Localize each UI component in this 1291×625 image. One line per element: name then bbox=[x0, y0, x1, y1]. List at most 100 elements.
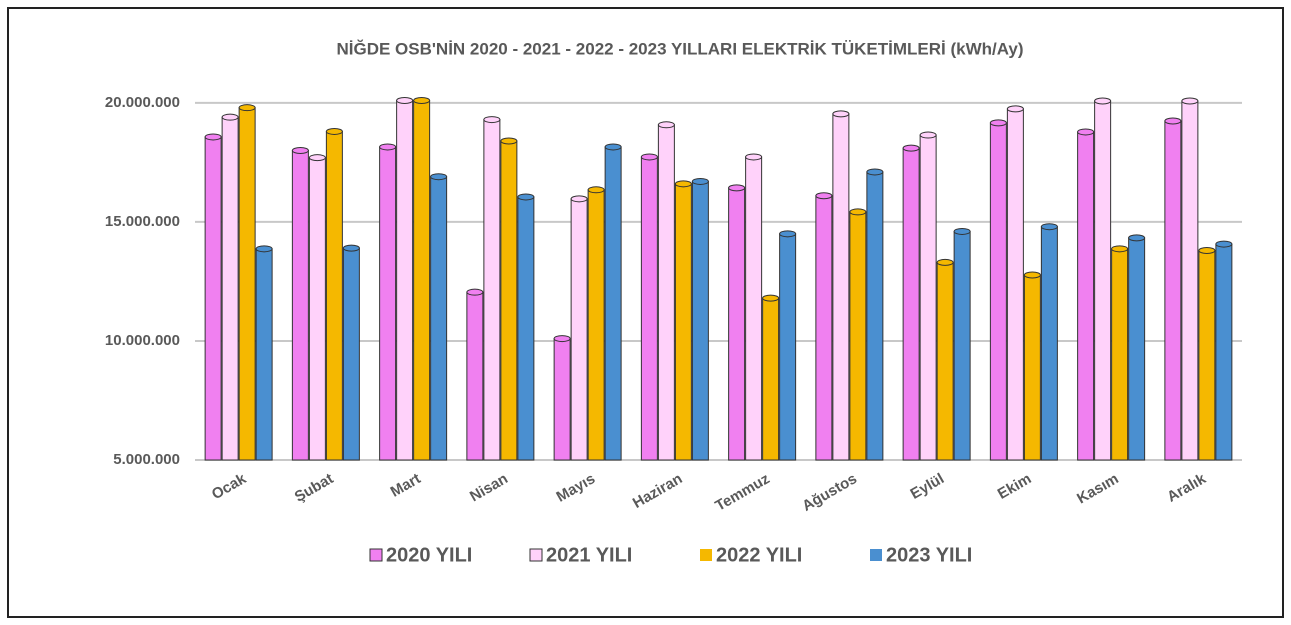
bar-top bbox=[517, 193, 535, 201]
bar bbox=[483, 119, 501, 461]
bar bbox=[379, 146, 397, 461]
bar bbox=[779, 233, 797, 461]
bar bbox=[1023, 274, 1041, 461]
bar-top bbox=[745, 153, 763, 161]
bar bbox=[1215, 243, 1233, 461]
bar bbox=[570, 198, 588, 461]
bar-top bbox=[728, 184, 746, 192]
bar-top bbox=[674, 180, 692, 188]
y-tick-label: 10.000.000 bbox=[105, 332, 180, 349]
bar bbox=[430, 176, 448, 461]
bar-top bbox=[221, 113, 239, 121]
bar-top bbox=[902, 144, 920, 152]
bar-top bbox=[1128, 234, 1146, 242]
bar bbox=[1128, 237, 1146, 461]
bar-top bbox=[255, 245, 273, 253]
bar bbox=[1164, 120, 1182, 461]
bar bbox=[291, 150, 309, 461]
bar bbox=[919, 134, 937, 461]
bar-top bbox=[238, 104, 256, 112]
bar bbox=[989, 122, 1007, 461]
legend-label: 2022 YILI bbox=[716, 544, 802, 566]
bar-top bbox=[587, 186, 605, 194]
bar-top bbox=[691, 177, 709, 185]
bar-top bbox=[1040, 223, 1058, 231]
bar bbox=[238, 107, 256, 461]
bar bbox=[674, 183, 692, 461]
bar bbox=[1111, 248, 1129, 461]
legend-swatch bbox=[369, 548, 383, 562]
bar-top bbox=[919, 131, 937, 139]
bar-top bbox=[936, 258, 954, 266]
bar-top bbox=[1215, 240, 1233, 248]
bar-top bbox=[342, 244, 360, 252]
legend-label: 2023 YILI bbox=[886, 544, 972, 566]
bar bbox=[849, 211, 867, 461]
bar-top bbox=[553, 335, 571, 343]
bar bbox=[396, 100, 414, 461]
bar-top bbox=[657, 121, 675, 129]
legend-swatch bbox=[700, 549, 712, 561]
bar-top bbox=[1006, 105, 1024, 113]
legend-label: 2021 YILI bbox=[546, 544, 632, 566]
bar-top bbox=[953, 227, 971, 235]
bar-top bbox=[500, 137, 518, 145]
bar bbox=[413, 100, 431, 461]
bar-top bbox=[483, 116, 501, 124]
bar-top bbox=[379, 143, 397, 151]
bar bbox=[832, 113, 850, 461]
bar bbox=[936, 261, 954, 461]
bar bbox=[1181, 100, 1199, 461]
bar bbox=[953, 230, 971, 461]
bar bbox=[587, 189, 605, 461]
bar-top bbox=[1164, 117, 1182, 125]
bar-top bbox=[866, 168, 884, 176]
y-tick-label: 5.000.000 bbox=[113, 451, 180, 468]
bar-top bbox=[779, 230, 797, 238]
bar-top bbox=[604, 143, 622, 151]
bar bbox=[553, 338, 571, 461]
bar bbox=[604, 146, 622, 461]
bar-top bbox=[396, 97, 414, 105]
bar-top bbox=[1111, 245, 1129, 253]
bar bbox=[204, 136, 222, 461]
bar bbox=[728, 187, 746, 461]
bar bbox=[517, 196, 535, 461]
bar-top bbox=[413, 97, 431, 105]
bar-top bbox=[1077, 128, 1095, 136]
chart-title: NİĞDE OSB'NİN 2020 - 2021 - 2022 - 2023 … bbox=[336, 39, 1023, 58]
bar bbox=[762, 297, 780, 461]
bar-top bbox=[1198, 247, 1216, 255]
bar-top bbox=[640, 153, 658, 161]
bar bbox=[815, 195, 833, 461]
bar bbox=[342, 247, 360, 461]
bar-top bbox=[308, 154, 326, 162]
bar bbox=[255, 248, 273, 461]
bar bbox=[466, 291, 484, 461]
y-tick-label: 20.000.000 bbox=[105, 94, 180, 111]
bar bbox=[325, 130, 343, 461]
bar bbox=[902, 147, 920, 461]
legend-label: 2020 YILI bbox=[386, 544, 472, 566]
bar-top bbox=[204, 133, 222, 141]
bar bbox=[1006, 108, 1024, 461]
bar-top bbox=[430, 173, 448, 181]
bar-top bbox=[291, 147, 309, 155]
bar bbox=[866, 171, 884, 461]
bar-top bbox=[570, 195, 588, 203]
bar bbox=[691, 180, 709, 461]
bar bbox=[1198, 250, 1216, 461]
legend-swatch bbox=[870, 549, 882, 561]
bar bbox=[745, 156, 763, 461]
bar bbox=[640, 156, 658, 461]
bar bbox=[308, 157, 326, 461]
bar-top bbox=[1094, 97, 1112, 105]
y-tick-label: 15.000.000 bbox=[105, 213, 180, 230]
bar bbox=[1040, 226, 1058, 461]
bar-top bbox=[1181, 97, 1199, 105]
bar bbox=[1077, 131, 1095, 461]
bar-top bbox=[815, 192, 833, 200]
bar-top bbox=[832, 110, 850, 118]
bar-top bbox=[849, 208, 867, 216]
